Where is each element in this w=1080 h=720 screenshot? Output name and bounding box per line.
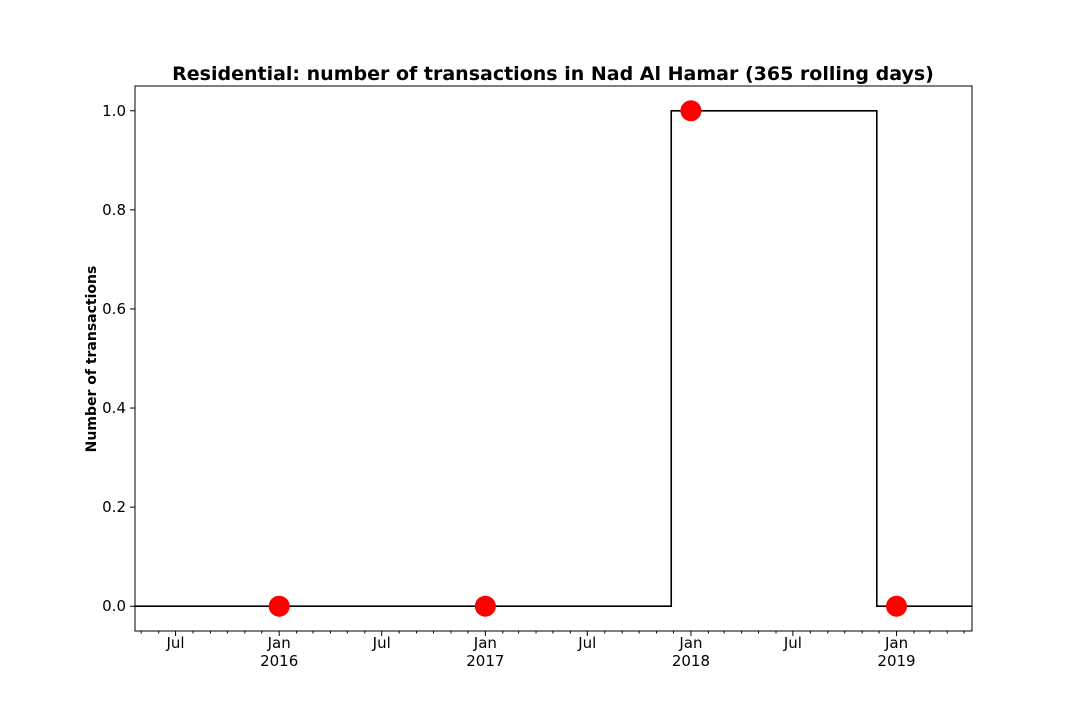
x-tick-label-4: Jul [577,634,596,652]
chart-title: Residential: number of transactions in N… [172,63,934,85]
data-point-2 [680,100,702,122]
y-tick-label-2: 0.4 [102,399,126,417]
x-tick-year-label-5: 2018 [672,652,710,670]
y-axis-label: Number of transactions [84,266,100,453]
y-tick-label-5: 1.0 [102,102,126,120]
y-tick-label-0: 0.0 [102,597,126,615]
x-tick-label-1: Jan [267,634,291,652]
x-tick-label-7: Jan [884,634,908,652]
data-point-3 [886,595,908,617]
data-point-0 [268,595,290,617]
x-tick-year-label-7: 2019 [877,652,915,670]
x-tick-year-label-1: 2016 [260,652,298,670]
y-tick-label-4: 0.8 [102,201,126,219]
y-tick-label-3: 0.6 [102,300,126,318]
x-tick-label-2: Jul [372,634,391,652]
series-line-0 [135,109,972,608]
y-axis: 0.0 0.2 0.4 0.6 0.8 1.0 [102,102,135,615]
plot-area [135,100,972,617]
data-point-1 [474,595,496,617]
y-tick-label-1: 0.2 [102,498,126,516]
x-tick-label-0: Jul [165,634,184,652]
x-tick-label-5: Jan [678,634,702,652]
x-tick-label-6: Jul [783,634,802,652]
x-tick-label-3: Jan [473,634,497,652]
x-tick-year-label-3: 2017 [466,652,504,670]
axes-frame [134,85,973,632]
